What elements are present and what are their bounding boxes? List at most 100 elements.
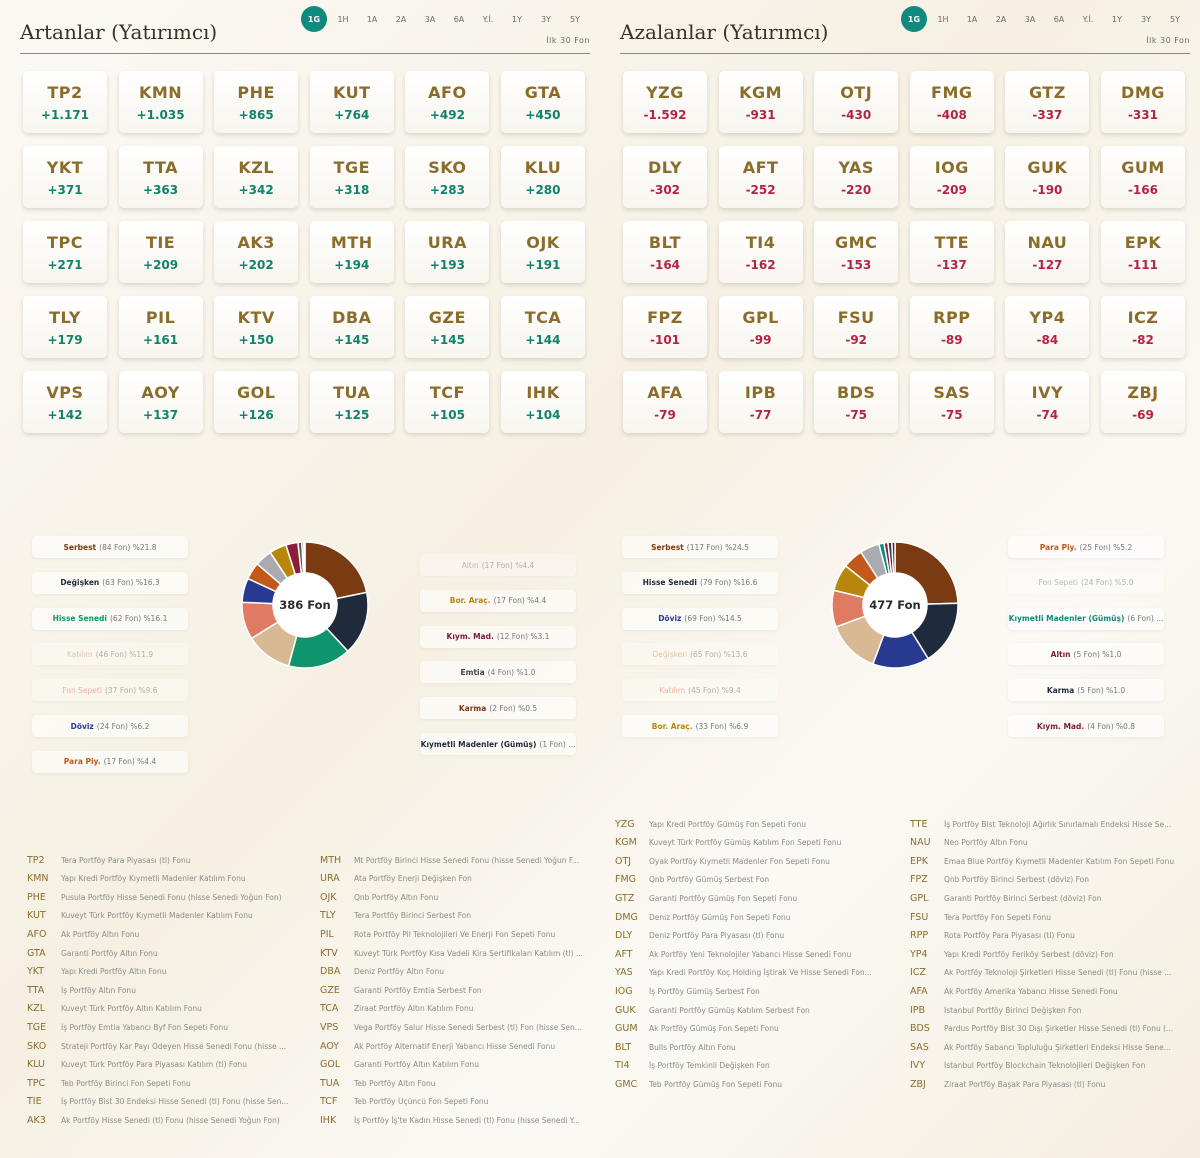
legend-item[interactable]: Kıymetli Madenler (Gümüş) (1 Fon) ... [420, 733, 576, 755]
period-button-1y[interactable]: 1Y [1112, 14, 1122, 24]
fund-card[interactable]: FSU -92 [814, 296, 899, 358]
period-button-1g[interactable]: 1G [901, 6, 927, 32]
fund-list-row[interactable]: PHE Pusula Portföy Hisse Senedi Fonu (his… [27, 888, 292, 906]
period-button-yi[interactable]: Y.İ. [1082, 14, 1094, 24]
fund-card[interactable]: MTH +194 [309, 221, 394, 283]
fund-card[interactable]: TP2 +1.171 [23, 71, 107, 133]
legend-item[interactable]: Kıym. Mad. (4 Fon) %0.8 [1008, 715, 1164, 737]
fund-card[interactable]: YZG -1.592 [623, 71, 707, 133]
fund-card[interactable]: IVY -74 [1005, 371, 1090, 433]
fund-list-row[interactable]: MTH Mt Portföy Birinci Hisse Senedi Fonu … [320, 851, 588, 869]
legend-item[interactable]: Serbest (84 Fon) %21.8 [32, 536, 188, 558]
donut-slice-k-ymetli-madenler-g-m-[interactable] [303, 541, 306, 574]
fund-list-row[interactable]: AFA Ak Portföy Amerika Yabancı Hisse Sene… [910, 982, 1180, 1000]
fund-list-row[interactable]: ZBJ Ziraat Portföy Başak Para Piyasası (t… [910, 1075, 1180, 1093]
fund-card[interactable]: GTZ -337 [1005, 71, 1090, 133]
fund-card[interactable]: GUM -166 [1100, 146, 1185, 208]
period-button-2a[interactable]: 2A [395, 14, 407, 24]
period-button-2a[interactable]: 2A [995, 14, 1007, 24]
legend-item[interactable]: Emtia (4 Fon) %1.0 [420, 661, 576, 684]
fund-list-row[interactable]: AK3 Ak Portföy Hisse Senedi (tl) Fonu (hi… [27, 1111, 292, 1129]
fund-card[interactable]: PHE +865 [214, 71, 299, 133]
fund-list-row[interactable]: AFT Ak Portföy Yeni Teknolojiler Yabancı … [615, 945, 883, 963]
fund-card[interactable]: PIL +161 [118, 296, 203, 358]
legend-item[interactable]: Karma (5 Fon) %1.0 [1008, 679, 1164, 702]
fund-card[interactable]: TIE +209 [118, 221, 203, 283]
fund-card[interactable]: GPL -99 [718, 296, 803, 358]
fund-card[interactable]: TI4 -162 [718, 221, 803, 283]
fund-list-row[interactable]: OTJ Oyak Portföy Kıymetli Madenler Fon Se… [615, 852, 883, 870]
legend-item[interactable]: Bor. Araç. (33 Fon) %6.9 [622, 715, 778, 737]
fund-list-row[interactable]: KZL Kuveyt Türk Portföy Altın Katılım Fon… [27, 1000, 292, 1018]
fund-card[interactable]: YP4 -84 [1005, 296, 1090, 358]
fund-card[interactable]: GOL +126 [214, 371, 299, 433]
legend-item[interactable]: Döviz (69 Fon) %14.5 [622, 607, 778, 630]
legend-item[interactable]: Kıym. Mad. (12 Fon) %3.1 [420, 625, 576, 648]
fund-card[interactable]: TCF +105 [405, 371, 490, 433]
fund-card[interactable]: KZL +342 [214, 146, 299, 208]
period-button-1h[interactable]: 1H [937, 14, 949, 24]
fund-list-row[interactable]: PIL Rota Portföy Pil Teknolojileri Ve Ene… [320, 925, 588, 943]
fund-list-row[interactable]: URA Ata Portföy Enerji Değişken Fon [320, 870, 588, 888]
fund-card[interactable]: VPS +142 [23, 371, 107, 433]
fund-list-row[interactable]: GTA Garanti Portföy Altın Fonu [27, 944, 292, 962]
legend-item[interactable]: Karma (2 Fon) %0.5 [420, 697, 576, 720]
fund-list-row[interactable]: KGM Kuveyt Türk Portföy Gümüş Katılım Fon… [615, 834, 883, 852]
fund-card[interactable]: TLY +179 [23, 296, 107, 358]
period-button-1g[interactable]: 1G [301, 6, 327, 32]
legend-item[interactable]: Serbest (117 Fon) %24.5 [622, 536, 778, 558]
fund-list-row[interactable]: GOL Garanti Portföy Altın Katılım Fonu [320, 1056, 588, 1074]
donut-slice-k-ym-mad-[interactable] [891, 541, 896, 574]
period-button-1a[interactable]: 1A [366, 14, 378, 24]
fund-list-row[interactable]: TLY Tera Portföy Birinci Serbest Fon [320, 907, 588, 925]
fund-list-row[interactable]: TCF Teb Portföy Üçüncü Fon Sepeti Fonu [320, 1093, 588, 1111]
fund-list-row[interactable]: KLU Kuveyt Türk Portföy Para Piyasası Kat… [27, 1056, 292, 1074]
fund-list-row[interactable]: TCA Ziraat Portföy Altın Katılım Fonu [320, 1000, 588, 1018]
fund-list-row[interactable]: KUT Kuveyt Türk Portföy Kıymetli Madenler… [27, 907, 292, 925]
fund-list-row[interactable]: KMN Yapı Kredi Portföy Kıymetli Madenler … [27, 870, 292, 888]
fund-card[interactable]: ICZ -82 [1100, 296, 1185, 358]
fund-card[interactable]: EPK -111 [1100, 221, 1185, 283]
fund-list-row[interactable]: NAU Neo Portföy Altın Fonu [910, 834, 1180, 852]
fund-card[interactable]: URA +193 [405, 221, 490, 283]
fund-card[interactable]: KUT +764 [309, 71, 394, 133]
fund-list-row[interactable]: BLT Bulls Portföy Altın Fonu [615, 1038, 883, 1056]
fund-card[interactable]: GTA +450 [500, 71, 585, 133]
fund-list-row[interactable]: DBA Deniz Portföy Altın Fonu [320, 963, 588, 981]
fund-card[interactable]: BLT -164 [623, 221, 707, 283]
period-button-1h[interactable]: 1H [337, 14, 349, 24]
fund-list-row[interactable]: IPB İstanbul Portföy Birinci Değişken Fon [910, 1001, 1180, 1019]
fund-card[interactable]: KTV +150 [214, 296, 299, 358]
fund-card[interactable]: FMG -408 [909, 71, 994, 133]
fund-card[interactable]: IPB -77 [718, 371, 803, 433]
fund-list-row[interactable]: FSU Tera Portföy Fon Sepeti Fonu [910, 908, 1180, 926]
fund-card[interactable]: GZE +145 [405, 296, 490, 358]
fund-card[interactable]: OTJ -430 [814, 71, 899, 133]
fund-list-row[interactable]: IHK İş Portföy İş'te Kadın Hisse Senedi (… [320, 1111, 588, 1129]
fund-list-row[interactable]: DMG Deniz Portföy Gümüş Fon Sepeti Fonu [615, 908, 883, 926]
fund-list-row[interactable]: GMC Teb Portföy Gümüş Fon Sepeti Fonu [615, 1075, 883, 1093]
legend-item[interactable]: Para Piy. (17 Fon) %4.4 [32, 750, 188, 773]
fund-list-row[interactable]: AOY Ak Portföy Alternatif Enerji Yabancı … [320, 1037, 588, 1055]
legend-item[interactable]: Fon Sepeti (37 Fon) %9.6 [32, 679, 188, 702]
fund-card[interactable]: AK3 +202 [214, 221, 299, 283]
period-button-6a[interactable]: 6A [1053, 14, 1065, 24]
legend-item[interactable]: Katılım (45 Fon) %9.4 [622, 679, 778, 702]
fund-card[interactable]: AOY +137 [118, 371, 203, 433]
legend-item[interactable]: Değişken (63 Fon) %16.3 [32, 571, 188, 594]
fund-list-row[interactable]: TI4 İş Portföy Temkinli Değişken Fon [615, 1057, 883, 1075]
fund-list-row[interactable]: TTE İş Portföy Bist Teknoloji Ağırlık Sın… [910, 815, 1180, 833]
fund-list-row[interactable]: TPC Teb Portföy Birinci Fon Sepeti Fonu [27, 1074, 292, 1092]
fund-list-row[interactable]: DLY Deniz Portföy Para Piyasası (tl) Fonu [615, 927, 883, 945]
fund-list-row[interactable]: EPK Emaa Blue Portföy Kıymetli Madenler K… [910, 852, 1180, 870]
period-button-3a[interactable]: 3A [424, 14, 436, 24]
fund-card[interactable]: FPZ -101 [623, 296, 707, 358]
legend-item[interactable]: Hisse Senedi (62 Fon) %16.1 [32, 607, 188, 630]
fund-list-row[interactable]: GTZ Garanti Portföy Gümüş Fon Sepeti Fonu [615, 889, 883, 907]
fund-list-row[interactable]: TUA Teb Portföy Altın Fonu [320, 1074, 588, 1092]
fund-list-row[interactable]: BDS Pardus Portföy Bist 30 Dışı Şirketler… [910, 1020, 1180, 1038]
fund-card[interactable]: DBA +145 [309, 296, 394, 358]
fund-list-row[interactable]: TTA İş Portföy Altın Fonu [27, 981, 292, 999]
legend-item[interactable]: Döviz (24 Fon) %6.2 [32, 715, 188, 737]
fund-card[interactable]: NAU -127 [1005, 221, 1090, 283]
